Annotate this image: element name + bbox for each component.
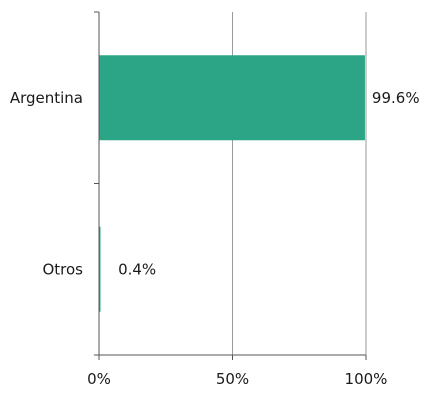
x-tick-label: 100%	[345, 370, 388, 388]
bar	[99, 226, 101, 312]
data-label: 0.4%	[118, 260, 156, 278]
data-label: 99.6%	[372, 89, 420, 107]
x-tick-label: 50%	[216, 370, 249, 388]
category-label: Argentina	[10, 89, 83, 107]
bar	[99, 55, 365, 141]
x-tick-label: 0%	[87, 370, 111, 388]
category-label: Otros	[42, 260, 83, 278]
